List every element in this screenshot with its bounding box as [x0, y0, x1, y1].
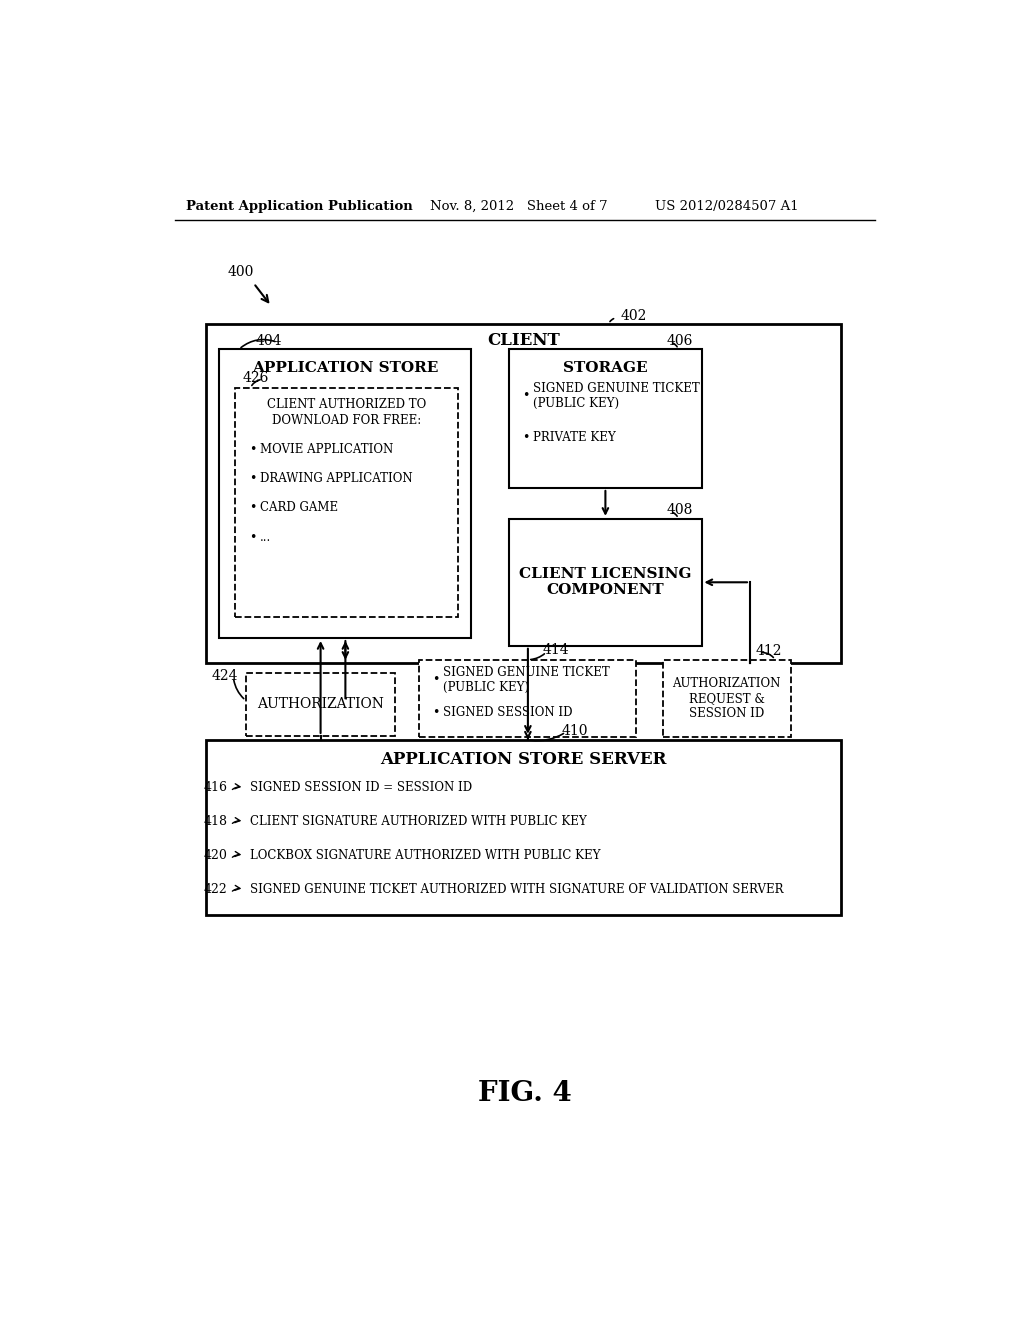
Text: 408: 408	[667, 503, 693, 517]
Text: •: •	[432, 673, 439, 686]
Text: •: •	[249, 444, 256, 455]
Bar	[206, 739, 841, 915]
Bar	[219, 350, 471, 638]
Text: 426: 426	[243, 371, 269, 385]
Text: •: •	[249, 502, 256, 515]
Text: PRIVATE KEY: PRIVATE KEY	[532, 432, 615, 445]
Text: CARD GAME: CARD GAME	[260, 502, 338, 515]
Text: SIGNED SESSION ID = SESSION ID: SIGNED SESSION ID = SESSION ID	[251, 781, 472, 795]
Text: CLIENT SIGNATURE AUTHORIZED WITH PUBLIC KEY: CLIENT SIGNATURE AUTHORIZED WITH PUBLIC …	[251, 814, 587, 828]
Bar	[509, 350, 701, 488]
Text: LOCKBOX SIGNATURE AUTHORIZED WITH PUBLIC KEY: LOCKBOX SIGNATURE AUTHORIZED WITH PUBLIC…	[251, 849, 601, 862]
Text: SIGNED SESSION ID: SIGNED SESSION ID	[442, 705, 572, 718]
Bar	[509, 519, 701, 645]
Text: 400: 400	[227, 265, 254, 280]
Text: •: •	[521, 432, 529, 445]
Text: CLIENT LICENSING
COMPONENT: CLIENT LICENSING COMPONENT	[519, 568, 691, 598]
Text: •: •	[432, 705, 439, 718]
Text: AUTHORIZATION: AUTHORIZATION	[257, 697, 384, 711]
Bar	[246, 673, 395, 737]
Text: US 2012/0284507 A1: US 2012/0284507 A1	[655, 199, 799, 213]
Text: SIGNED GENUINE TICKET
(PUBLIC KEY): SIGNED GENUINE TICKET (PUBLIC KEY)	[442, 665, 609, 694]
Text: 420: 420	[204, 849, 227, 862]
Bar	[420, 660, 636, 737]
Text: •: •	[249, 531, 256, 544]
Text: 412: 412	[756, 644, 782, 659]
Text: MOVIE APPLICATION: MOVIE APPLICATION	[260, 444, 393, 455]
Text: 410: 410	[562, 723, 589, 738]
Bar	[663, 660, 791, 737]
Text: 418: 418	[203, 814, 227, 828]
Text: 406: 406	[667, 334, 693, 348]
Text: 422: 422	[204, 883, 227, 896]
Bar	[234, 388, 458, 618]
Text: 402: 402	[621, 309, 646, 323]
Text: 424: 424	[212, 669, 239, 682]
Text: 404: 404	[256, 334, 283, 348]
Text: •: •	[521, 389, 529, 403]
Text: 416: 416	[203, 781, 227, 795]
Text: Nov. 8, 2012   Sheet 4 of 7: Nov. 8, 2012 Sheet 4 of 7	[430, 199, 608, 213]
Text: CLIENT: CLIENT	[486, 333, 560, 350]
Text: FIG. 4: FIG. 4	[478, 1081, 571, 1107]
Text: 414: 414	[543, 643, 569, 657]
Text: •: •	[249, 473, 256, 486]
Text: CLIENT AUTHORIZED TO
DOWNLOAD FOR FREE:: CLIENT AUTHORIZED TO DOWNLOAD FOR FREE:	[267, 399, 426, 426]
Text: AUTHORIZATION
REQUEST &
SESSION ID: AUTHORIZATION REQUEST & SESSION ID	[673, 677, 781, 719]
Text: Patent Application Publication: Patent Application Publication	[186, 199, 413, 213]
Bar	[206, 323, 841, 663]
Text: APPLICATION STORE SERVER: APPLICATION STORE SERVER	[380, 751, 667, 768]
Text: APPLICATION STORE: APPLICATION STORE	[252, 360, 438, 375]
Text: ...: ...	[260, 531, 271, 544]
Text: SIGNED GENUINE TICKET AUTHORIZED WITH SIGNATURE OF VALIDATION SERVER: SIGNED GENUINE TICKET AUTHORIZED WITH SI…	[251, 883, 784, 896]
Text: DRAWING APPLICATION: DRAWING APPLICATION	[260, 473, 413, 486]
Text: STORAGE: STORAGE	[563, 360, 648, 375]
Text: SIGNED GENUINE TICKET
(PUBLIC KEY): SIGNED GENUINE TICKET (PUBLIC KEY)	[532, 381, 699, 409]
